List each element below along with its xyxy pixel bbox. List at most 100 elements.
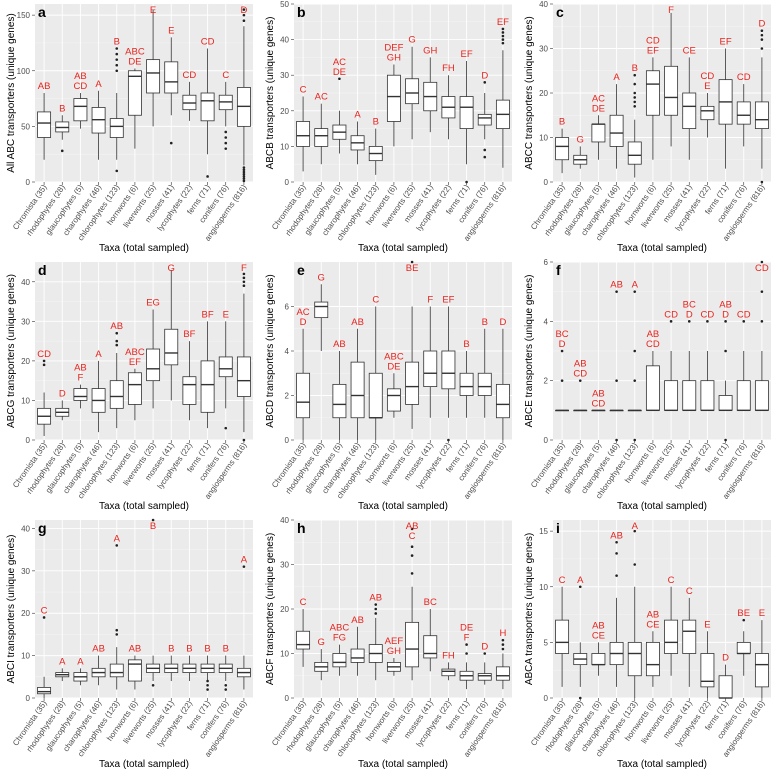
significance-letter: BC — [424, 597, 437, 608]
outlier-point — [483, 155, 487, 159]
outlier-point — [615, 540, 618, 544]
outlier-point — [151, 683, 155, 687]
significance-letter: AEF — [385, 636, 404, 647]
box-3: A — [350, 109, 365, 165]
significance-letter: B — [168, 644, 174, 655]
y-axis-label: ABCF transporters (unique genes) — [265, 533, 276, 685]
outlier-point — [633, 100, 637, 104]
significance-letter: FH — [442, 650, 455, 661]
outlier-point — [615, 379, 618, 382]
y-tick-label: 0 — [285, 694, 290, 703]
outlier-point — [242, 284, 246, 288]
significance-letter: A — [632, 521, 639, 532]
box-body — [754, 380, 769, 411]
outlier-point — [465, 652, 468, 655]
significance-letter: BE — [737, 608, 750, 619]
y-tick-label: 20 — [21, 357, 30, 366]
y-tick-label: 0 — [544, 436, 549, 445]
outlier-point — [242, 175, 246, 178]
outlier-point — [242, 177, 246, 180]
significance-letter: AB — [129, 644, 142, 655]
significance-letter: ABC — [125, 347, 145, 358]
significance-letter: C — [222, 70, 229, 81]
x-axis-label: Taxa (total sampled) — [617, 501, 707, 512]
y-tick-label: 20 — [21, 609, 30, 618]
outlier-point — [206, 175, 209, 178]
significance-letter: B — [559, 117, 565, 128]
significance-letter: D — [240, 5, 247, 16]
significance-letter: EG — [146, 297, 160, 308]
significance-letter: CD — [201, 37, 215, 48]
significance-letter: D — [722, 653, 729, 664]
outlier-point — [760, 290, 764, 293]
box-body — [609, 114, 624, 147]
significance-letter: B — [482, 317, 488, 328]
y-tick-label: 30 — [21, 317, 30, 326]
box-4: AB — [368, 593, 383, 681]
significance-letter: D — [481, 642, 488, 653]
y-axis-label: ABCE transporters (unique genes) — [524, 275, 535, 428]
y-tick-label: 20 — [539, 89, 548, 98]
box-8: CD — [182, 70, 196, 121]
significance-letter: DE — [387, 361, 400, 372]
significance-letter: C — [372, 295, 379, 306]
significance-letter: D — [481, 70, 488, 81]
significance-letter: AB — [110, 321, 123, 332]
box-0: C — [555, 575, 570, 687]
panel-letter: c — [556, 4, 564, 20]
panel-letter: h — [297, 520, 306, 536]
significance-letter: AC — [333, 57, 346, 68]
significance-letter: CD — [737, 72, 751, 83]
significance-letter: G — [577, 134, 584, 145]
box-body — [236, 356, 251, 397]
significance-letter: EF — [720, 37, 732, 48]
y-tick-label: 100 — [17, 67, 31, 76]
y-tick-label: 20 — [280, 107, 289, 116]
significance-letter: BE — [406, 263, 419, 274]
panel-h: 010203040CGABCFGABABAEFGHABCBCFHDEFDHChr… — [265, 516, 512, 770]
significance-letter: B — [59, 103, 65, 114]
significance-letter: D — [499, 317, 506, 328]
y-tick-label: 30 — [280, 561, 289, 570]
significance-letter: AB — [369, 593, 382, 604]
significance-letter: EF — [442, 295, 454, 306]
significance-letter: AB — [406, 521, 419, 532]
significance-letter: D — [686, 309, 693, 320]
outlier-point — [169, 141, 173, 145]
box-body — [736, 641, 751, 654]
outlier-point — [115, 47, 119, 50]
significance-letter: EF — [497, 17, 509, 28]
significance-letter: G — [408, 35, 415, 46]
significance-letter: CD — [737, 309, 751, 320]
outlier-point — [760, 33, 764, 37]
box-body — [459, 372, 474, 396]
box-body — [314, 301, 329, 319]
y-axis-label: ABCC transporters (unique genes) — [524, 16, 535, 169]
box-1: A — [573, 575, 588, 700]
outlier-point — [760, 260, 764, 264]
outlier-point — [483, 148, 487, 152]
box-body — [736, 380, 751, 411]
box-0: CD — [37, 349, 51, 437]
box-2: ABF — [73, 363, 88, 409]
significance-letter: CD — [701, 309, 715, 320]
significance-letter: AB — [74, 363, 87, 374]
y-tick-label: 0 — [285, 436, 290, 445]
outlier-point — [760, 320, 764, 323]
box-body — [146, 59, 161, 94]
significance-letter: B — [463, 339, 469, 350]
outlier-point — [501, 41, 505, 45]
plot-background — [35, 4, 253, 182]
box-6: C — [664, 575, 679, 676]
y-tick-label: 10 — [21, 652, 30, 661]
x-axis-label: Taxa (total sampled) — [99, 759, 189, 770]
outlier-point — [578, 379, 582, 382]
significance-letter: CD — [701, 71, 715, 82]
box-body — [555, 619, 570, 654]
